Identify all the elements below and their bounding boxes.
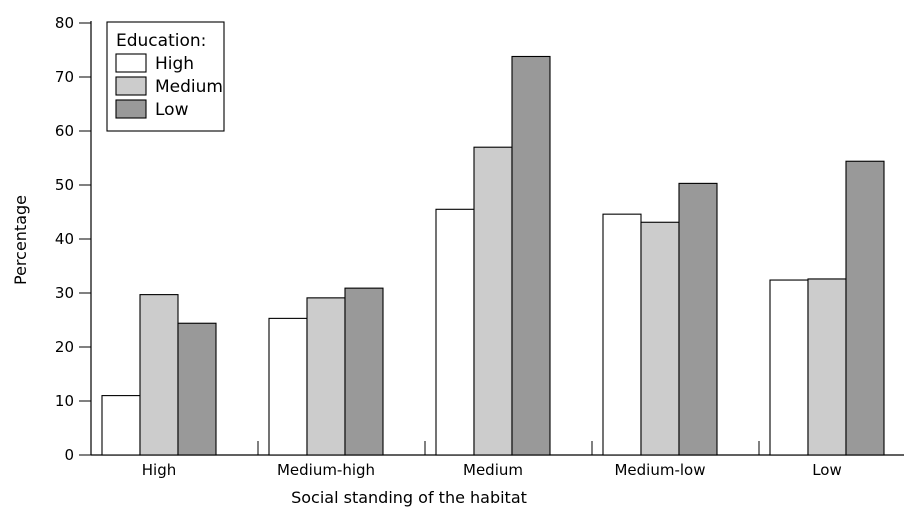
x-tick-label: Low <box>812 461 842 479</box>
bar <box>344 287 384 456</box>
bar <box>435 208 475 456</box>
legend-swatch <box>115 53 147 73</box>
y-tick-label: 80 <box>55 14 74 32</box>
bar <box>101 395 141 456</box>
x-tick-label: Medium-low <box>614 461 705 479</box>
legend-title: Education: <box>116 31 206 51</box>
bar <box>769 279 809 456</box>
legend-swatch <box>115 99 147 119</box>
bar <box>640 221 680 456</box>
legend-label: Medium <box>155 77 223 97</box>
x-tick-labels: High Medium-high Medium Medium-low Low <box>142 461 842 479</box>
y-tick-label: 50 <box>55 176 74 194</box>
y-tick-label: 30 <box>55 284 74 302</box>
bar <box>511 55 551 456</box>
y-ticks: 0 10 20 30 40 50 60 70 80 <box>55 14 91 464</box>
x-category-separators <box>257 441 760 455</box>
legend-swatch <box>115 76 147 96</box>
legend: Education: High Medium Low <box>106 21 225 132</box>
bar <box>268 317 308 456</box>
bar <box>177 322 217 456</box>
y-tick-label: 0 <box>64 446 74 464</box>
bars <box>101 55 885 456</box>
y-tick-label: 60 <box>55 122 74 140</box>
legend-label: Low <box>155 100 189 120</box>
x-tick-label: Medium <box>463 461 523 479</box>
y-tick-label: 10 <box>55 392 74 410</box>
bar <box>306 297 346 456</box>
x-tick-label: High <box>142 461 176 479</box>
bar <box>602 213 642 456</box>
bar <box>473 146 513 456</box>
y-tick-label: 20 <box>55 338 74 356</box>
legend-items: High Medium Low <box>115 53 223 120</box>
bar <box>845 160 885 456</box>
y-axis-title: Percentage <box>11 195 30 285</box>
bar <box>678 182 718 456</box>
x-axis-title: Social standing of the habitat <box>291 488 527 507</box>
x-tick-label: Medium-high <box>277 461 375 479</box>
y-tick-label: 40 <box>55 230 74 248</box>
bar <box>139 294 179 456</box>
bar <box>807 278 847 456</box>
legend-label: High <box>155 54 194 74</box>
y-tick-label: 70 <box>55 68 74 86</box>
